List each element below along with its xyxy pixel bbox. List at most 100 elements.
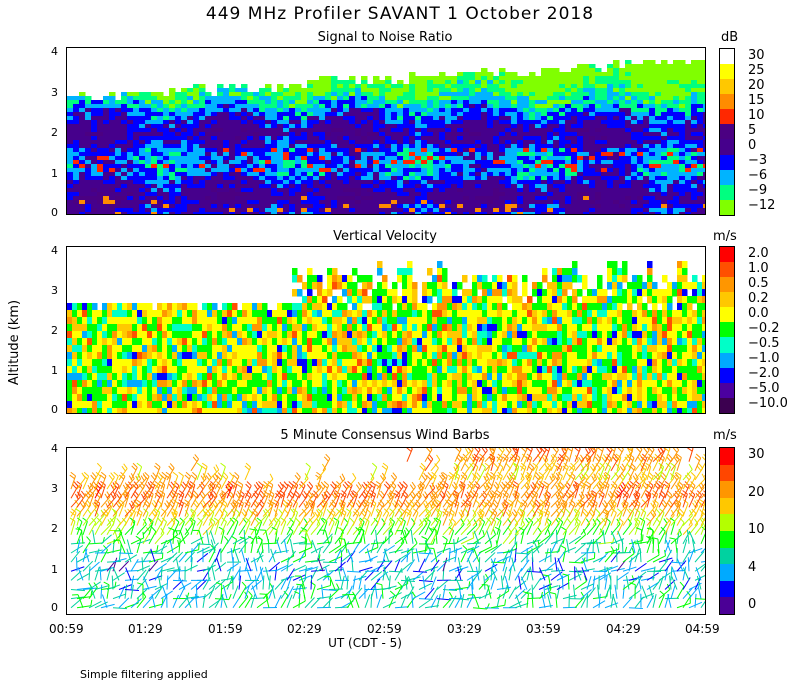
vv-cell [252, 366, 258, 374]
snr-cell [499, 200, 506, 205]
vv-cell [287, 394, 293, 402]
vv-cell [372, 324, 378, 332]
snr-cell [673, 76, 680, 81]
vv-cell [302, 282, 308, 290]
snr-cell [181, 168, 188, 173]
vv-cell [147, 303, 153, 311]
snr-cell [343, 192, 350, 197]
snr-cell [391, 136, 398, 141]
vv-cell [327, 345, 333, 353]
snr-cell [565, 208, 572, 213]
snr-cell [409, 108, 416, 113]
snr-cell [661, 192, 668, 197]
vv-cell [297, 345, 303, 353]
vv-cell [382, 296, 388, 304]
vv-cell [402, 310, 408, 318]
snr-cell [547, 188, 554, 193]
vv-cell [342, 366, 348, 374]
snr-cell [589, 148, 596, 153]
snr-cell [265, 140, 272, 145]
vv-cell [77, 394, 83, 402]
snr-cell [655, 128, 662, 133]
vv-cell [347, 282, 353, 290]
snr-cell [349, 144, 356, 149]
snr-cell [655, 100, 662, 105]
snr-cell [331, 160, 338, 165]
snr-cell [511, 140, 518, 145]
vv-cell [382, 338, 388, 346]
snr-cell [643, 148, 650, 153]
snr-cell [457, 132, 464, 137]
snr-cell [403, 136, 410, 141]
snr-cell [661, 152, 668, 157]
snr-cell [529, 152, 536, 157]
snr-cell [307, 204, 314, 209]
vv-cell [162, 331, 168, 339]
snr-cell [331, 88, 338, 93]
vv-cell [317, 380, 323, 388]
snr-cell [583, 88, 590, 93]
vv-cell [417, 352, 423, 360]
snr-cell [619, 96, 626, 101]
vv-cell [307, 289, 313, 297]
vv-cell [337, 394, 343, 402]
snr-cell [151, 108, 158, 113]
snr-cell [649, 60, 656, 65]
snr-cell [559, 160, 566, 165]
snr-cell [565, 184, 572, 189]
snr-cell [67, 180, 74, 185]
snr-cell [97, 160, 104, 165]
snr-cell [625, 128, 632, 133]
snr-cell [289, 152, 296, 157]
snr-cell [79, 184, 86, 189]
snr-cell [673, 92, 680, 97]
snr-cell [307, 156, 314, 161]
snr-cell [127, 168, 134, 173]
snr-cell [445, 76, 452, 81]
vv-cell [92, 310, 98, 318]
snr-cell [313, 212, 320, 214]
snr-cell [445, 156, 452, 161]
vv-cell [312, 317, 318, 325]
snr-cell [349, 196, 356, 201]
snr-cell [127, 156, 134, 161]
vv-cell [257, 338, 263, 346]
snr-cell [331, 104, 338, 109]
snr-cell [223, 172, 230, 177]
snr-cell [223, 160, 230, 165]
snr-cell [295, 212, 302, 214]
snr-cell [169, 200, 176, 205]
snr-cell [79, 132, 86, 137]
snr-cell [493, 200, 500, 205]
snr-cell [691, 188, 698, 193]
snr-cell [607, 124, 614, 129]
snr-cell [343, 164, 350, 169]
snr-cell [661, 196, 668, 201]
snr-cell [601, 212, 608, 214]
snr-cell [211, 184, 218, 189]
snr-cell [433, 92, 440, 97]
snr-cell [127, 212, 134, 214]
snr-cell [193, 124, 200, 129]
snr-cell [115, 196, 122, 201]
vv-cell [407, 261, 413, 269]
snr-cell [385, 92, 392, 97]
snr-cell [571, 164, 578, 169]
snr-cell [691, 124, 698, 129]
snr-cell [373, 192, 380, 197]
snr-cell [577, 68, 584, 73]
snr-cell [229, 212, 236, 214]
snr-cell [241, 136, 248, 141]
vv-cell [367, 373, 373, 381]
snr-cell [421, 80, 428, 85]
snr-cell [319, 168, 326, 173]
snr-cell [355, 88, 362, 93]
snr-cell [481, 96, 488, 101]
snr-cell [91, 116, 98, 121]
vv-cell [137, 324, 143, 332]
vv-cell [67, 387, 73, 395]
snr-cell [463, 152, 470, 157]
vv-cell [217, 394, 223, 402]
snr-cell [187, 164, 194, 169]
vv-cell [252, 359, 258, 367]
